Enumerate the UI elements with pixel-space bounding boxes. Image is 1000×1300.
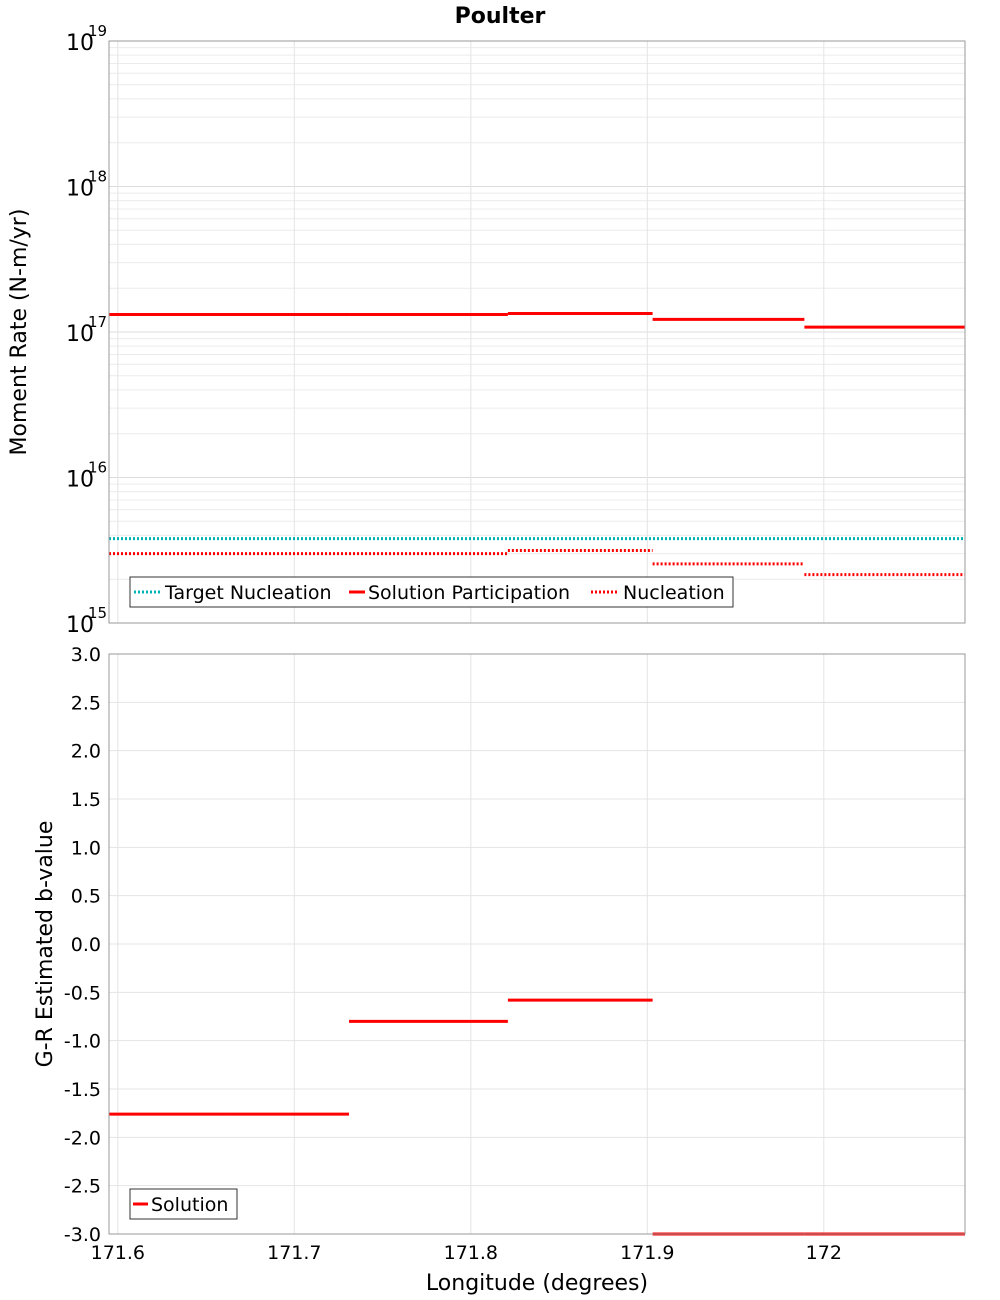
x-tick-label: 171.9 bbox=[620, 1242, 674, 1264]
x-tick-label: 171.6 bbox=[91, 1242, 145, 1264]
chart-title: Poulter bbox=[455, 4, 546, 29]
top-legend: Target Nucleation Solution Participation… bbox=[129, 576, 734, 608]
x-tick-label: 172 bbox=[806, 1242, 842, 1264]
bottom-y-tick-label: 0.0 bbox=[71, 934, 101, 956]
top-series bbox=[109, 312, 965, 577]
top-y-tick-label: 10 bbox=[66, 322, 94, 347]
x-tick-label: 171.7 bbox=[267, 1242, 321, 1264]
legend-label-solution: Solution bbox=[151, 1194, 228, 1216]
top-y-axis-label: Moment Rate (N-m/yr) bbox=[7, 209, 32, 456]
x-tick-label: 171.8 bbox=[444, 1242, 498, 1264]
bottom-y-tick-label: 1.5 bbox=[71, 789, 101, 811]
bottom-y-tick-label: 2.0 bbox=[71, 741, 101, 763]
bottom-y-tick-label: 3.0 bbox=[71, 644, 101, 666]
top-y-tick-label: 10 bbox=[66, 613, 94, 638]
legend-label-target-nucleation: Target Nucleation bbox=[164, 582, 332, 604]
top-y-tick-exponent: 19 bbox=[88, 22, 107, 40]
top-y-tick-exponent: 18 bbox=[88, 168, 107, 186]
bottom-y-tick-label: -2.0 bbox=[64, 1127, 101, 1149]
x-axis-label: Longitude (degrees) bbox=[426, 1271, 648, 1296]
bottom-y-ticks: 3.0 2.5 2.0 1.5 1.0 0.5 0.0 -0.5 -1.0 -1.5 -2.0 -2.… bbox=[64, 644, 101, 1246]
bottom-y-tick-label: 2.5 bbox=[71, 692, 101, 714]
bottom-plot: 3.0 2.5 2.0 1.5 1.0 0.5 0.0 -0.5 -1.0 -1.5 -2.0 -2.… bbox=[33, 644, 966, 1296]
bottom-legend: Solution bbox=[129, 1188, 238, 1220]
bottom-y-tick-label: -3.0 bbox=[64, 1224, 101, 1246]
top-grid bbox=[109, 40, 965, 624]
bottom-y-tick-label: 0.5 bbox=[71, 886, 101, 908]
top-y-tick-label: 10 bbox=[66, 468, 94, 493]
bottom-plot-frame bbox=[108, 653, 966, 1235]
top-plot-frame bbox=[108, 40, 966, 624]
bottom-y-tick-label: -2.5 bbox=[64, 1176, 101, 1198]
top-legend-box bbox=[129, 576, 734, 608]
top-y-tick-label: 10 bbox=[66, 31, 94, 56]
bottom-y-tick-label: -0.5 bbox=[64, 982, 101, 1004]
top-y-tick-exponent: 16 bbox=[88, 459, 107, 477]
legend-label-nucleation: Nucleation bbox=[623, 582, 725, 604]
top-y-tick-label: 10 bbox=[66, 177, 94, 202]
bottom-y-axis-label: G-R Estimated b-value bbox=[33, 821, 58, 1068]
bottom-y-tick-label: -1.5 bbox=[64, 1079, 101, 1101]
bottom-y-tick-label: -1.0 bbox=[64, 1031, 101, 1053]
bottom-y-tick-label: 1.0 bbox=[71, 837, 101, 859]
legend-label-solution-participation: Solution Participation bbox=[368, 582, 570, 604]
top-y-tick-exponent: 15 bbox=[88, 604, 107, 622]
bottom-x-ticks: 171.6 171.7 171.8 171.9 172 bbox=[91, 1242, 842, 1264]
top-y-tick-exponent: 17 bbox=[88, 313, 107, 331]
